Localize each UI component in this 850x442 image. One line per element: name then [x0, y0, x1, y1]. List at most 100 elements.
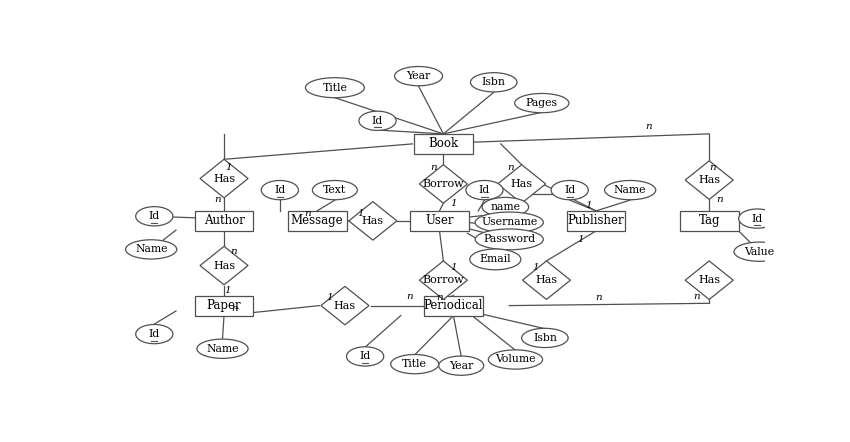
Text: 1: 1: [450, 199, 456, 209]
Text: n: n: [694, 292, 700, 301]
Polygon shape: [419, 165, 468, 203]
Ellipse shape: [347, 347, 383, 366]
Text: Value: Value: [745, 247, 774, 257]
Text: 1: 1: [357, 209, 364, 218]
Text: Volume: Volume: [496, 354, 536, 365]
Ellipse shape: [739, 209, 776, 228]
Text: 1: 1: [577, 235, 584, 244]
Text: 1: 1: [585, 201, 592, 210]
Text: n: n: [430, 163, 437, 171]
Text: Has: Has: [698, 175, 720, 185]
Text: Year: Year: [449, 361, 473, 371]
Ellipse shape: [391, 354, 439, 374]
Ellipse shape: [470, 249, 521, 270]
Text: Name: Name: [135, 244, 167, 255]
FancyBboxPatch shape: [567, 211, 626, 231]
Polygon shape: [200, 159, 248, 198]
Text: n: n: [595, 293, 602, 302]
Ellipse shape: [466, 180, 503, 200]
Text: 1: 1: [532, 263, 539, 271]
Text: Isbn: Isbn: [482, 77, 506, 88]
Polygon shape: [419, 261, 468, 299]
Text: Name: Name: [614, 185, 646, 195]
Text: Id: Id: [371, 116, 383, 126]
Text: Username: Username: [481, 217, 537, 228]
Text: n: n: [709, 163, 716, 171]
Text: Name: Name: [207, 344, 239, 354]
Text: n: n: [230, 247, 236, 256]
Text: n: n: [407, 292, 413, 301]
Ellipse shape: [514, 93, 569, 113]
Text: 1: 1: [225, 163, 232, 171]
Text: Has: Has: [362, 216, 384, 226]
FancyBboxPatch shape: [410, 211, 469, 231]
Ellipse shape: [394, 66, 443, 86]
Polygon shape: [348, 202, 397, 240]
Polygon shape: [685, 261, 734, 299]
FancyBboxPatch shape: [195, 211, 253, 231]
Ellipse shape: [126, 240, 177, 259]
Ellipse shape: [471, 72, 517, 92]
Text: Id: Id: [275, 185, 286, 195]
Ellipse shape: [475, 229, 543, 250]
Text: Paper: Paper: [207, 299, 241, 312]
Text: Year: Year: [406, 71, 431, 81]
Text: User: User: [425, 214, 454, 227]
Text: Pages: Pages: [526, 98, 558, 108]
Text: n: n: [231, 304, 238, 313]
Ellipse shape: [604, 180, 655, 200]
Text: Has: Has: [698, 275, 720, 285]
Text: Tag: Tag: [699, 214, 720, 227]
Ellipse shape: [359, 111, 396, 130]
Ellipse shape: [305, 78, 365, 98]
Text: Id: Id: [564, 185, 575, 195]
Text: Isbn: Isbn: [533, 333, 557, 343]
Text: Id: Id: [479, 185, 490, 195]
Ellipse shape: [475, 212, 543, 233]
Ellipse shape: [482, 198, 529, 217]
Text: Id: Id: [751, 213, 762, 224]
Text: n: n: [645, 122, 652, 131]
Text: 1: 1: [326, 293, 332, 302]
Text: Has: Has: [213, 174, 235, 183]
Text: n: n: [717, 195, 723, 204]
Text: Author: Author: [204, 214, 245, 227]
Ellipse shape: [734, 242, 785, 261]
Text: Id: Id: [149, 329, 160, 339]
Text: n: n: [304, 209, 311, 218]
Polygon shape: [200, 246, 248, 285]
Polygon shape: [497, 165, 546, 203]
Text: Text: Text: [323, 185, 347, 195]
Text: Borrow: Borrow: [422, 179, 464, 189]
Ellipse shape: [439, 356, 484, 375]
Polygon shape: [685, 161, 734, 199]
Text: Periodical: Periodical: [423, 299, 483, 312]
Ellipse shape: [488, 350, 542, 369]
Ellipse shape: [197, 339, 248, 358]
FancyBboxPatch shape: [287, 211, 347, 231]
Text: Has: Has: [511, 179, 533, 189]
Text: Title: Title: [402, 359, 428, 369]
Text: Has: Has: [213, 261, 235, 271]
Text: Message: Message: [291, 214, 343, 227]
Text: 1: 1: [224, 286, 230, 295]
FancyBboxPatch shape: [195, 296, 253, 316]
Polygon shape: [523, 261, 570, 299]
Ellipse shape: [136, 324, 173, 344]
Text: Has: Has: [536, 275, 558, 285]
Text: Id: Id: [149, 211, 160, 221]
Text: Password: Password: [483, 234, 536, 244]
Ellipse shape: [136, 207, 173, 226]
Text: name: name: [490, 202, 520, 212]
Text: Title: Title: [322, 83, 348, 93]
Ellipse shape: [522, 328, 568, 347]
Text: n: n: [507, 163, 514, 171]
Ellipse shape: [551, 180, 588, 200]
Polygon shape: [321, 286, 369, 325]
Text: Id: Id: [360, 351, 371, 362]
Text: Has: Has: [334, 301, 356, 311]
FancyBboxPatch shape: [414, 134, 473, 154]
Text: Book: Book: [428, 137, 458, 150]
Text: Email: Email: [479, 255, 511, 264]
Ellipse shape: [261, 180, 298, 200]
